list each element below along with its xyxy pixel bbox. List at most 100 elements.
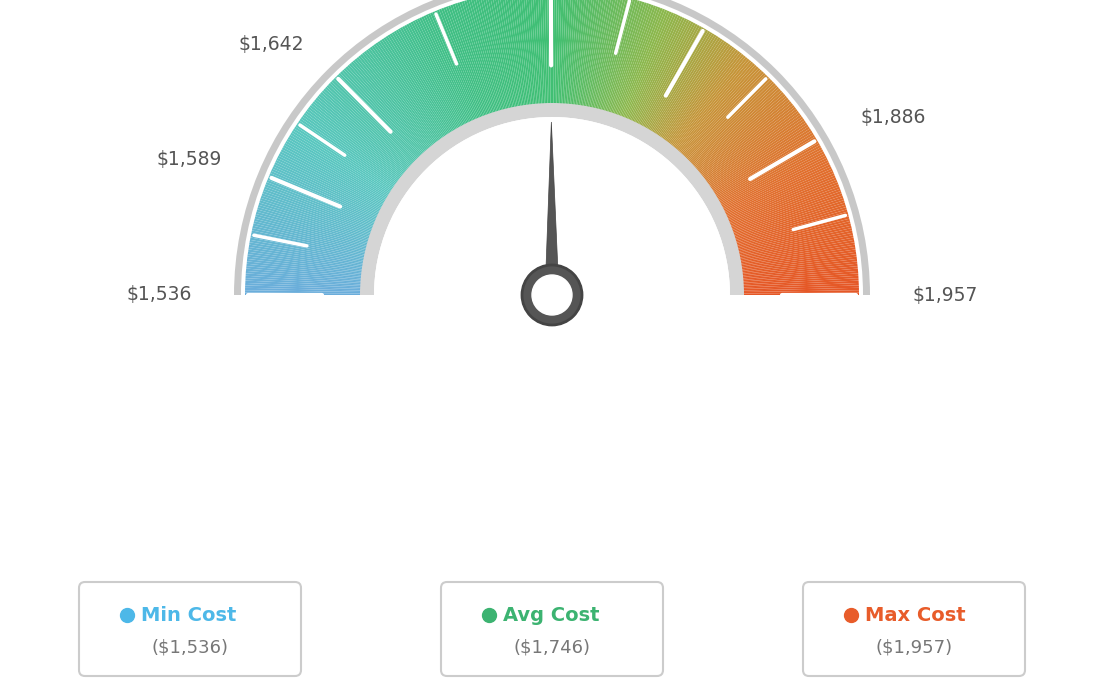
Wedge shape [234, 0, 870, 295]
Wedge shape [384, 33, 450, 135]
Wedge shape [326, 81, 414, 165]
Wedge shape [741, 259, 860, 274]
Text: ($1,957): ($1,957) [875, 638, 953, 656]
Wedge shape [244, 254, 363, 271]
Wedge shape [426, 10, 477, 121]
Wedge shape [508, 0, 527, 107]
Wedge shape [569, 0, 581, 106]
Wedge shape [316, 92, 408, 172]
Wedge shape [678, 63, 758, 153]
Wedge shape [246, 241, 364, 264]
Wedge shape [288, 131, 391, 196]
Wedge shape [564, 0, 574, 106]
Wedge shape [737, 228, 856, 255]
Wedge shape [679, 64, 761, 155]
Wedge shape [704, 109, 802, 182]
Wedge shape [315, 94, 407, 172]
Wedge shape [733, 199, 848, 238]
Wedge shape [405, 21, 463, 128]
Wedge shape [692, 86, 783, 168]
Wedge shape [699, 99, 794, 176]
Wedge shape [730, 186, 842, 229]
Wedge shape [308, 101, 404, 177]
Wedge shape [282, 141, 388, 202]
Wedge shape [712, 127, 814, 193]
Wedge shape [422, 12, 474, 122]
Wedge shape [741, 256, 860, 273]
Wedge shape [251, 220, 368, 250]
Wedge shape [530, 0, 540, 106]
Wedge shape [378, 37, 446, 138]
Wedge shape [360, 50, 436, 146]
Wedge shape [337, 70, 421, 159]
Wedge shape [548, 0, 551, 105]
Wedge shape [576, 0, 593, 107]
Wedge shape [243, 273, 362, 283]
Wedge shape [694, 90, 786, 170]
Wedge shape [364, 47, 438, 144]
Wedge shape [475, 0, 507, 111]
Wedge shape [242, 293, 362, 295]
Wedge shape [724, 165, 835, 217]
Wedge shape [723, 161, 832, 214]
Wedge shape [428, 10, 478, 121]
Wedge shape [698, 95, 790, 174]
Wedge shape [468, 0, 502, 112]
Wedge shape [243, 278, 362, 286]
Wedge shape [243, 275, 362, 284]
Wedge shape [407, 20, 465, 127]
Wedge shape [699, 97, 793, 175]
Text: $1,642: $1,642 [238, 35, 305, 55]
Text: Min Cost: Min Cost [141, 606, 236, 624]
Wedge shape [583, 0, 605, 108]
Wedge shape [585, 0, 607, 108]
Wedge shape [487, 0, 513, 109]
FancyBboxPatch shape [803, 582, 1025, 676]
Wedge shape [704, 111, 803, 184]
Wedge shape [246, 239, 365, 262]
Wedge shape [542, 0, 548, 105]
Wedge shape [262, 186, 374, 229]
Wedge shape [286, 133, 390, 197]
Wedge shape [708, 117, 807, 187]
Wedge shape [272, 161, 381, 214]
Wedge shape [742, 270, 861, 282]
Wedge shape [570, 0, 584, 106]
Wedge shape [306, 105, 402, 179]
Wedge shape [631, 14, 684, 123]
Wedge shape [742, 283, 862, 289]
Wedge shape [246, 244, 364, 265]
Wedge shape [415, 16, 470, 124]
Wedge shape [390, 30, 454, 133]
Text: Max Cost: Max Cost [866, 606, 966, 624]
Wedge shape [243, 266, 363, 279]
Wedge shape [346, 63, 426, 153]
Polygon shape [545, 122, 559, 295]
Wedge shape [707, 115, 806, 186]
Wedge shape [245, 246, 364, 267]
Wedge shape [413, 17, 468, 125]
Wedge shape [479, 0, 509, 110]
Wedge shape [721, 155, 829, 210]
Wedge shape [275, 155, 383, 210]
Wedge shape [520, 0, 534, 106]
Wedge shape [712, 129, 815, 195]
Wedge shape [343, 64, 425, 155]
Wedge shape [739, 237, 857, 261]
Wedge shape [258, 193, 373, 233]
Wedge shape [609, 0, 648, 115]
Wedge shape [438, 6, 484, 119]
Wedge shape [705, 112, 804, 184]
Wedge shape [644, 23, 703, 129]
Wedge shape [338, 69, 422, 157]
Wedge shape [278, 148, 385, 206]
Wedge shape [742, 280, 862, 288]
Wedge shape [703, 107, 800, 181]
Wedge shape [298, 115, 397, 186]
Wedge shape [650, 30, 714, 133]
Wedge shape [602, 0, 636, 112]
Wedge shape [714, 135, 819, 198]
Wedge shape [741, 266, 861, 279]
Wedge shape [676, 59, 755, 152]
Wedge shape [661, 41, 732, 140]
